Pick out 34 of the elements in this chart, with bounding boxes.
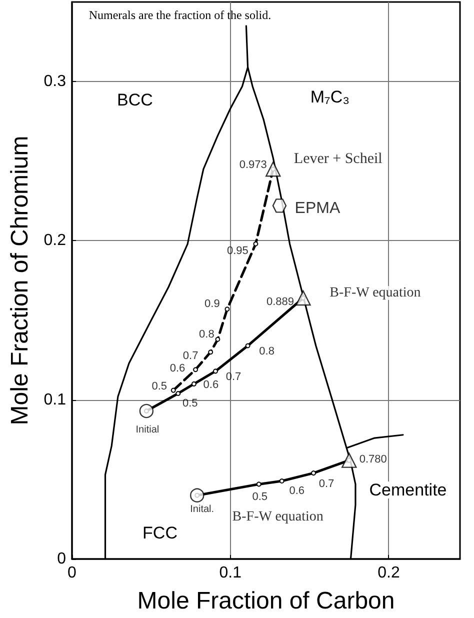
annotation: B-F-W equation <box>330 286 421 301</box>
annotation: 0.889 <box>266 296 294 308</box>
annotation: 0.8 <box>259 346 274 358</box>
x-axis-title: Mole Fraction of Carbon <box>137 588 395 614</box>
annotation: Numerals are the fraction of the solid. <box>88 8 272 22</box>
annotation: 0.6 <box>203 378 219 391</box>
y-tick-label: 0.3 <box>44 73 66 90</box>
annotation: 0.7 <box>182 350 198 362</box>
annotation: EPMA <box>294 200 340 218</box>
annotation: 0.780 <box>359 453 387 466</box>
y-axis-title: Mole Fraction of Chromium <box>6 136 34 426</box>
annotation: 0.9 <box>204 298 220 310</box>
annotation: 0.973 <box>239 159 267 172</box>
annotation: Initial <box>136 424 160 436</box>
annotation: BCC <box>117 90 153 110</box>
x-tick-label: 0.2 <box>378 564 400 582</box>
annotation: B-F-W equation <box>232 510 324 525</box>
x-tick-label: 0.1 <box>219 564 242 582</box>
annotation: Cementite <box>369 480 447 500</box>
annotation: 0.5 <box>252 491 268 504</box>
y-tick-label: 0.1 <box>44 391 66 408</box>
annotation: 0.7 <box>318 478 334 490</box>
annotation: Inital. <box>190 504 214 515</box>
annotation: 0.5 <box>152 380 168 392</box>
annotation: FCC <box>142 524 178 542</box>
annotation: 0.8 <box>199 328 214 340</box>
x-tick-label: 0 <box>68 564 77 582</box>
annotation: 0.6 <box>170 362 186 375</box>
y-tick-label: 0.2 <box>44 232 66 250</box>
annotation: 0.5 <box>182 397 198 410</box>
annotation: M₇C₃ <box>310 88 350 106</box>
annotation: Lever + Scheil <box>294 151 382 168</box>
annotation: 0.6 <box>289 485 304 498</box>
y-tick-label: 0 <box>57 550 66 568</box>
